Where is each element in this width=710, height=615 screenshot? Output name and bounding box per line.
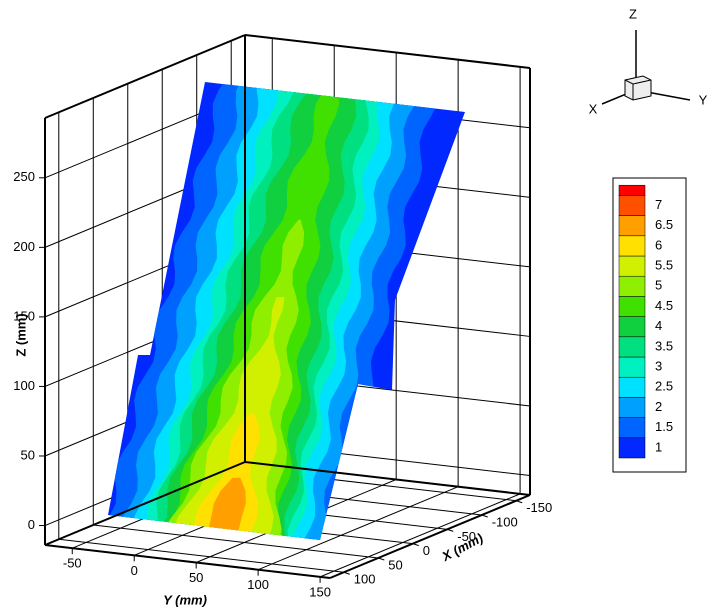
x-tick: [343, 571, 350, 575]
x-tick: [447, 528, 454, 532]
legend-label: 3: [655, 359, 662, 374]
axis-frame: [244, 461, 531, 496]
x-tick-label: -150: [526, 500, 552, 515]
grid-line: [93, 524, 379, 559]
legend-label: 2: [655, 399, 662, 414]
legend-label: 2.5: [655, 379, 673, 394]
x-tick-label: -100: [492, 514, 518, 529]
legend-label: 1: [655, 439, 662, 454]
grid-line: [257, 486, 459, 571]
z-tick-label: 0: [28, 517, 35, 532]
legend-label: 7: [655, 197, 662, 212]
legend-swatch: [618, 376, 646, 398]
axis-frame: [329, 494, 531, 579]
grid-line: [58, 538, 344, 573]
legend-swatch: [618, 437, 646, 459]
axis-frame: [44, 544, 331, 579]
legend-label: 6: [655, 237, 662, 252]
legend-swatch: [618, 255, 646, 277]
triad-z-label: Z: [629, 6, 637, 21]
contour-plane: [108, 82, 465, 540]
x-tick: [481, 514, 488, 518]
grid-line: [319, 493, 521, 578]
legend-swatch: [618, 356, 646, 378]
z-axis-title: Z (mm): [13, 313, 28, 356]
z-tick-label: 250: [13, 169, 35, 184]
x-tick: [378, 557, 385, 561]
legend-swatch: [618, 397, 646, 418]
x-tick: [516, 500, 523, 504]
legend-label: 5.5: [655, 258, 673, 273]
contour-band: [177, 477, 250, 540]
z-tick-label: 50: [21, 447, 35, 462]
axis-frame: [244, 34, 531, 69]
legend-swatch: [618, 195, 646, 216]
legend-top-swatch: [618, 184, 646, 196]
legend-label: 6.5: [655, 217, 673, 232]
x-tick: [412, 543, 419, 547]
frame-layer: [39, 34, 531, 583]
legend-label: 4.5: [655, 298, 673, 313]
legend-label: 5: [655, 278, 662, 293]
contour-band: [156, 219, 305, 540]
y-tick-label: 150: [309, 584, 331, 599]
triad-x-label: X: [589, 101, 598, 116]
orientation-triad: Z Y X: [589, 6, 708, 116]
y-tick-label: 100: [247, 577, 269, 592]
legend-swatch: [618, 275, 646, 297]
z-tick-label: 200: [13, 239, 35, 254]
legend-swatch: [618, 235, 646, 257]
legend-swatch: [618, 316, 646, 338]
x-tick-label: 0: [423, 543, 430, 558]
x-tick-label: -50: [457, 529, 476, 544]
x-tick-label: 100: [354, 572, 376, 587]
legend-swatch: [618, 336, 646, 358]
triad-y-label: Y: [699, 92, 708, 107]
triad-cube: [624, 75, 652, 101]
legend-swatch: [618, 296, 646, 317]
legend-label: 3.5: [655, 338, 673, 353]
legend: 1 1.5 2 2.5 3 3.5 4 4.5 5 5.5 6 6.5 7: [618, 184, 673, 459]
legend-swatch: [618, 417, 646, 439]
legend-label: 1.5: [655, 419, 673, 434]
legend-label: 4: [655, 318, 662, 333]
y-tick-label: 0: [131, 563, 138, 578]
z-tick-label: 100: [13, 378, 35, 393]
contour-band: [153, 82, 341, 540]
legend-swatch: [618, 215, 646, 237]
y-tick-label: 50: [189, 570, 203, 585]
axis-frame: [44, 34, 246, 119]
z-tick-label: 150: [13, 308, 35, 323]
y-axis-title: Y (mm): [163, 592, 207, 607]
axis-frame: [44, 461, 246, 546]
x-tick-label: 50: [388, 557, 402, 572]
y-tick-label: -50: [63, 556, 82, 571]
